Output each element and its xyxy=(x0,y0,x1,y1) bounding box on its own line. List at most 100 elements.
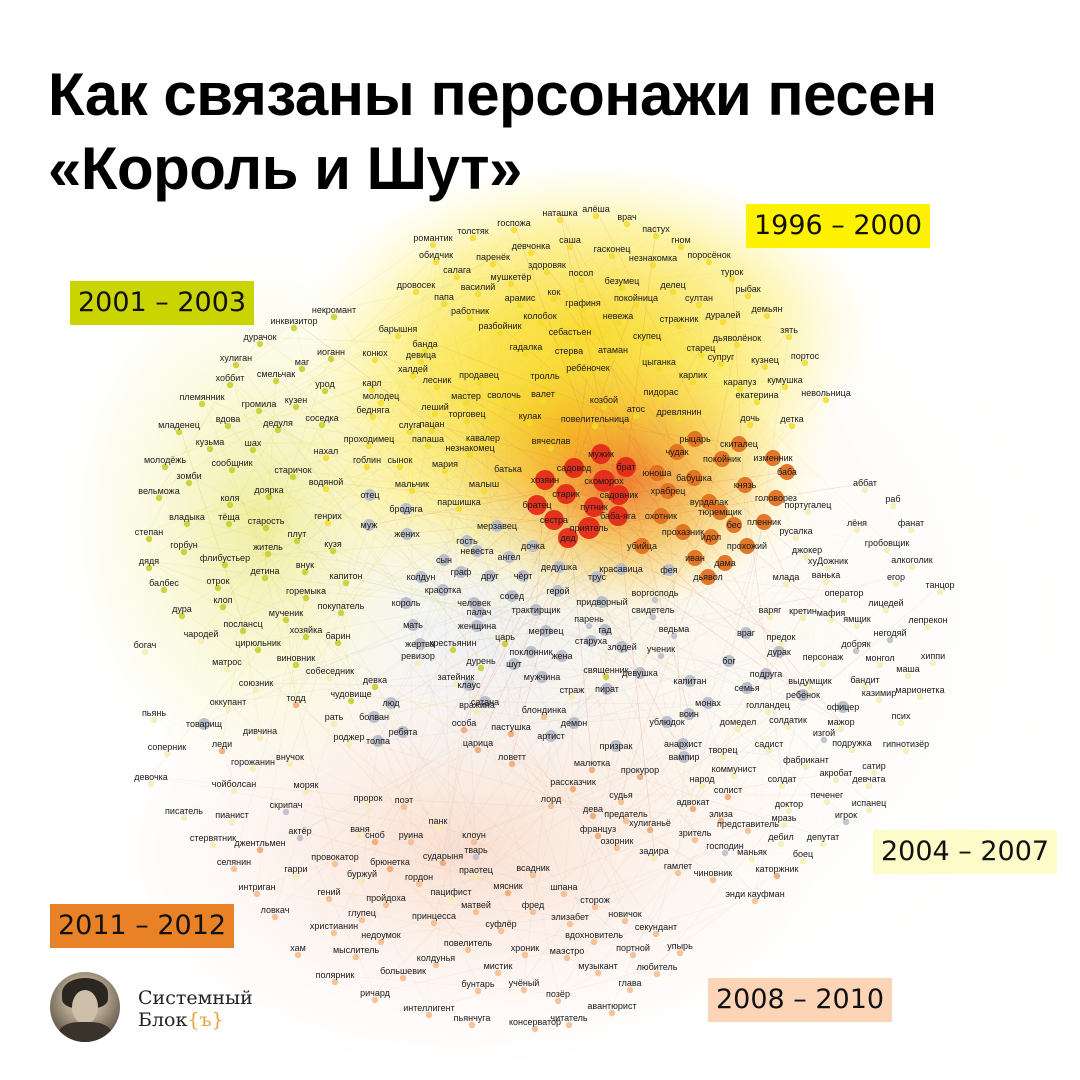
graph-edge xyxy=(380,395,598,578)
graph-edge xyxy=(580,272,722,358)
graph-node xyxy=(428,427,436,435)
node-label: элизабет xyxy=(551,912,589,922)
graph-node xyxy=(432,258,440,266)
graph-node xyxy=(608,252,616,260)
node-label: карапуз xyxy=(724,377,757,387)
graph-edge xyxy=(722,314,738,339)
graph-edge xyxy=(325,450,352,695)
node-label: братец xyxy=(522,500,551,510)
graph-edge xyxy=(377,589,444,742)
graph-edge xyxy=(621,646,694,803)
node-label: кузя xyxy=(324,539,342,549)
graph-node xyxy=(634,538,650,554)
graph-node xyxy=(342,579,350,587)
graph-node xyxy=(517,570,529,582)
graph-node xyxy=(634,667,646,679)
graph-edge xyxy=(632,743,770,949)
graph-edge xyxy=(469,310,726,564)
graph-edge xyxy=(660,391,684,533)
node-label: женщина xyxy=(458,621,496,631)
graph-node xyxy=(602,673,610,681)
graph-edge xyxy=(542,355,806,395)
graph-edge xyxy=(255,682,608,690)
graph-node xyxy=(224,705,232,713)
graph-edge xyxy=(553,519,782,638)
graph-node xyxy=(265,493,273,501)
graph-edge xyxy=(228,422,279,518)
node-label: пророк xyxy=(354,793,383,803)
graph-node xyxy=(175,428,183,436)
node-label: раб xyxy=(885,494,900,504)
graph-node xyxy=(592,212,600,220)
node-label: сын xyxy=(436,555,452,565)
graph-edge xyxy=(708,501,934,657)
graph-node xyxy=(219,603,227,611)
graph-edge xyxy=(417,415,531,657)
node-label: писатель xyxy=(165,806,203,816)
graph-node xyxy=(594,832,602,840)
graph-edge xyxy=(178,394,505,426)
graph-edge xyxy=(513,609,537,665)
node-label: союзник xyxy=(239,678,273,688)
graph-edge xyxy=(424,343,491,577)
graph-edge xyxy=(550,284,674,442)
graph-node xyxy=(616,457,636,477)
graph-node xyxy=(369,413,377,421)
node-label: баба-яга xyxy=(600,511,636,521)
node-label: гном xyxy=(671,235,690,245)
graph-node xyxy=(526,419,534,427)
node-label: человек xyxy=(457,598,490,608)
graph-node xyxy=(206,445,214,453)
graph-edge xyxy=(325,481,662,517)
graph-node xyxy=(160,586,168,594)
node-label: матвей xyxy=(461,900,491,910)
graph-node xyxy=(691,836,699,844)
node-label: француз xyxy=(580,824,616,834)
graph-edge xyxy=(692,574,827,803)
graph-edge xyxy=(424,222,515,345)
node-label: вячеслав xyxy=(532,436,571,446)
graph-node xyxy=(218,747,226,755)
graph-edge xyxy=(277,422,486,703)
node-label: пират xyxy=(595,684,619,694)
node-label: невежа xyxy=(603,311,634,321)
graph-edge xyxy=(345,575,547,632)
graph-edge xyxy=(510,726,657,928)
graph-node xyxy=(584,371,592,379)
node-label: скоморох xyxy=(584,476,624,486)
graph-node xyxy=(214,584,222,592)
graph-node xyxy=(326,674,334,682)
node-label: покойница xyxy=(614,293,658,303)
page-title: Как связаны персонажи песен «Король и Шу… xyxy=(48,58,937,206)
graph-edge xyxy=(359,679,376,830)
graph-edge xyxy=(285,612,552,800)
node-label: кретин xyxy=(789,606,817,616)
graph-edge xyxy=(183,716,335,812)
graph-node xyxy=(473,606,485,618)
graph-node xyxy=(609,485,629,505)
graph-node xyxy=(733,341,741,349)
graph-edge xyxy=(403,799,594,810)
node-label: салага xyxy=(443,265,471,275)
graph-node xyxy=(756,514,772,530)
graph-node xyxy=(292,403,300,411)
node-label: водяной xyxy=(309,477,344,487)
node-label: сообщник xyxy=(211,458,252,468)
graph-node xyxy=(660,483,676,499)
graph-edge xyxy=(655,660,730,928)
graph-edge xyxy=(658,361,680,413)
graph-node xyxy=(183,520,191,528)
node-label: невеста xyxy=(460,546,493,556)
graph-edge xyxy=(541,568,622,678)
node-label: придворный xyxy=(576,597,627,607)
graph-edge xyxy=(641,545,668,723)
graph-node xyxy=(622,817,630,825)
graph-edge xyxy=(419,437,484,645)
graph-edge xyxy=(590,640,641,674)
graph-node xyxy=(292,661,300,669)
node-label: глава xyxy=(618,978,641,988)
graph-edge xyxy=(513,222,619,517)
graph-edge xyxy=(371,382,510,558)
node-label: поэт xyxy=(395,795,413,805)
node-label: мразь xyxy=(772,813,797,823)
